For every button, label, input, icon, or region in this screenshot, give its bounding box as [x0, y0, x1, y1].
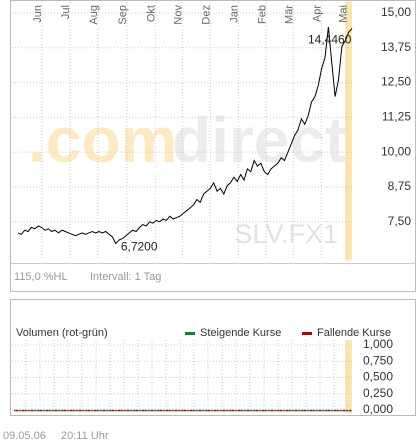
x-tick-label: Dez: [200, 5, 212, 25]
legend-label: Steigende Kurse: [200, 327, 281, 339]
footer-scale: 115,0 %HL: [14, 271, 68, 283]
annotation: 14,4460: [308, 33, 352, 47]
x-tick-label: Aug: [88, 5, 100, 25]
highlight-band: [345, 2, 352, 260]
time: 20:11 Uhr: [61, 430, 109, 442]
watermark-com: .com: [28, 104, 177, 176]
y-tick-label: 11,25: [382, 110, 411, 124]
footer-interval: Intervall: 1 Tag: [90, 271, 161, 283]
x-tick-label: Jun: [32, 5, 44, 23]
y-tick-label: 0,000: [363, 402, 393, 416]
legend-swatch: [185, 332, 195, 335]
x-tick-label: Okt: [145, 5, 157, 22]
y-tick-label: 0,250: [363, 386, 393, 400]
x-tick-label: Jul: [60, 5, 72, 19]
date: 09.05.06: [3, 430, 46, 442]
y-tick-label: 10,00: [381, 144, 411, 158]
y-tick-label: 0,750: [363, 353, 393, 367]
legend-swatch: [302, 332, 312, 335]
y-tick-label: 8,75: [388, 179, 412, 193]
symbol-watermark: SLV.FX1: [234, 219, 338, 249]
x-tick-label: Jan: [228, 5, 240, 23]
legend-label: Fallende Kurse: [317, 327, 391, 339]
x-tick-label: Nov: [172, 5, 184, 25]
x-tick-label: Sep: [117, 5, 129, 25]
watermark-direct: direct: [172, 104, 346, 176]
volume-panel: [10, 299, 416, 416]
price-line: [17, 26, 353, 245]
y-tick-label: 12,50: [381, 75, 411, 89]
y-tick-label: 1,000: [363, 337, 393, 351]
x-tick-label: Mai: [337, 5, 349, 23]
y-tick-label: 0,500: [363, 370, 393, 384]
volume-title: Volumen (rot-grün): [16, 327, 108, 339]
y-tick-label: 15,00: [381, 5, 411, 19]
x-tick-label: Feb: [256, 5, 268, 24]
x-tick-label: Apr: [311, 5, 323, 22]
x-tick-label: Mär: [283, 5, 295, 24]
y-tick-label: 7,50: [388, 214, 412, 228]
y-tick-label: 13,75: [381, 40, 411, 54]
annotation: 6,7200: [121, 240, 158, 254]
